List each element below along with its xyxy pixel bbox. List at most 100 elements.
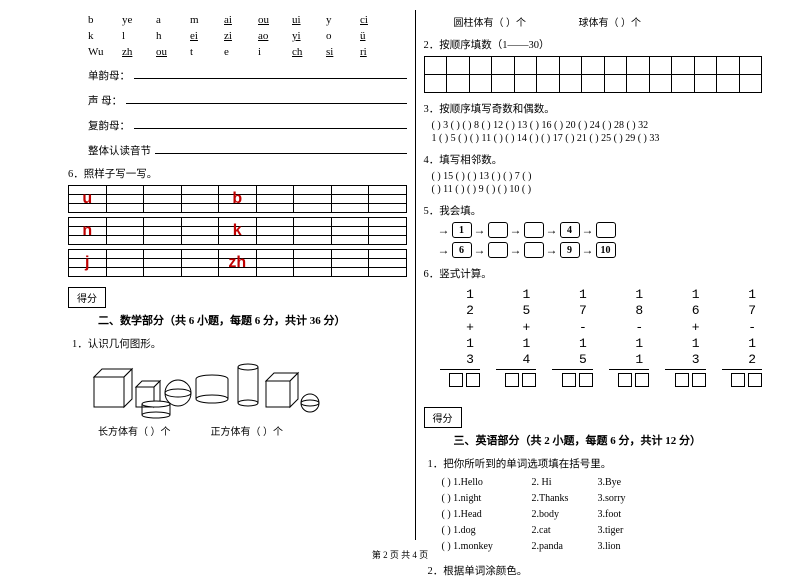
eng-row: ( ) 1.Head2.body3.foot [442, 507, 763, 523]
blank-line[interactable] [126, 93, 406, 104]
eng-opt: 3.foot [598, 507, 664, 523]
label-sphere: 球体有（ ）个 [579, 18, 642, 29]
flow-box[interactable]: 1 [452, 222, 472, 238]
calc-5: 1 6+ 1 3 [665, 287, 705, 387]
flow-box[interactable] [488, 242, 508, 258]
seq-even: 1 ( ) 5 ( ) ( ) 11 ( ) ( ) 14 ( ) ( ) 17… [432, 133, 763, 144]
fill-dan: 单韵母： [88, 68, 407, 83]
number-grid[interactable] [424, 56, 763, 93]
section-2-title: 二、数学部分（共 6 小题，每题 6 分，共计 36 分） [98, 312, 407, 328]
calc-3: 1 7- 1 5 [552, 287, 592, 387]
label-cuboid: 长方体有（ ）个 [98, 423, 171, 438]
pinyin-cell: ei [190, 30, 224, 42]
label: 复韵母： [88, 118, 130, 133]
pinyin-cell: ye [122, 14, 156, 26]
score-box[interactable]: 得分 [68, 287, 106, 308]
eng-opt: 2. Hi [532, 475, 598, 491]
arrow-icon: → [582, 223, 594, 238]
arrow-icon: → [438, 243, 450, 258]
label-cylinder: 圆柱体有（ ）个 [454, 18, 527, 29]
pinyin-cell: e [224, 46, 258, 58]
calc-4: 1 8- 1 1 [609, 287, 649, 387]
writing-grid-3[interactable]: jzh [68, 249, 407, 277]
calc-bot: + 1 3 [440, 320, 480, 371]
writing-grid-2[interactable]: nk [68, 217, 407, 245]
calc-answer[interactable] [440, 373, 480, 387]
eng-opt: 3.sorry [598, 491, 664, 507]
calc-answer[interactable] [722, 373, 762, 387]
shape-labels: 长方体有（ ）个 正方体有（ ）个 [98, 423, 407, 438]
calc-answer[interactable] [609, 373, 649, 387]
eng-opt: 3.Bye [598, 475, 664, 491]
flow-box[interactable] [524, 222, 544, 238]
calc-top: 1 5 [496, 287, 536, 320]
adjacent-2: ( ) 11 ( ) ( ) 9 ( ) ( ) 10 ( ) [432, 184, 763, 195]
pinyin-cell: zh [122, 46, 156, 58]
flow-box[interactable] [596, 222, 616, 238]
eng-opt: 2.cat [532, 523, 598, 539]
flow-2: →6 → → →9 →10 [438, 242, 763, 258]
calc-top: 1 2 [440, 287, 480, 320]
pinyin-cell: m [190, 14, 224, 26]
page-footer: 第 2 页 共 4 页 [0, 548, 800, 561]
adjacent-1: ( ) 15 ( ) ( ) 13 ( ) ( ) 7 ( ) [432, 171, 763, 182]
eng-opt: 3.tiger [598, 523, 664, 539]
eng-opt: ( ) 1.dog [442, 523, 532, 539]
arrow-icon: → [474, 243, 486, 258]
calc-bot: - 1 2 [722, 320, 762, 371]
math-q5: 5．我会填。 [424, 203, 763, 218]
calc-6: 1 7- 1 2 [722, 287, 762, 387]
calc-answer[interactable] [496, 373, 536, 387]
pinyin-cell: ao [258, 30, 292, 42]
left-column: b ye a m ai ou ui y ci k l h ei zi ao yi… [60, 10, 416, 540]
geometry-shapes [88, 357, 407, 419]
score-box[interactable]: 得分 [424, 407, 462, 428]
label: 整体认读音节 [88, 143, 151, 158]
eng-opt: 2.body [532, 507, 598, 523]
eng-opt: 2.Thanks [532, 491, 598, 507]
eng-row: ( ) 1.dog2.cat3.tiger [442, 523, 763, 539]
calc-2: 1 5+ 1 4 [496, 287, 536, 387]
shapes-svg [88, 357, 328, 419]
flow-box[interactable] [488, 222, 508, 238]
calc-answer[interactable] [552, 373, 592, 387]
flow-box[interactable]: 4 [560, 222, 580, 238]
pinyin-cell: ai [224, 14, 258, 26]
fill-sheng: 声 母： [88, 93, 407, 108]
calc-answer[interactable] [665, 373, 705, 387]
blank-line[interactable] [134, 68, 407, 79]
blank-line[interactable] [134, 118, 407, 129]
math-q1: 1．认识几何图形。 [72, 336, 407, 351]
pinyin-cell: k [88, 30, 122, 42]
math-q2: 2．按顺序填数（1——30） [424, 37, 763, 52]
pinyin-cell: ci [360, 14, 394, 26]
flow-box[interactable] [524, 242, 544, 258]
sample-k: k [219, 227, 257, 236]
count-line: 圆柱体有（ ）个 球体有（ ）个 [454, 14, 763, 29]
blank-line[interactable] [155, 143, 407, 154]
label: 声 母： [88, 93, 122, 108]
arrow-icon: → [438, 223, 450, 238]
flow-box[interactable]: 9 [560, 242, 580, 258]
pinyin-cell: l [122, 30, 156, 42]
flow-1: →1 → → →4 → [438, 222, 763, 238]
flow-box[interactable]: 6 [452, 242, 472, 258]
pinyin-cell: ou [156, 46, 190, 58]
eng-q2: 2．根据单词涂颜色。 [428, 563, 763, 578]
pinyin-cell: si [326, 46, 360, 58]
calc-bot: - 1 5 [552, 320, 592, 371]
pinyin-row-2: k l h ei zi ao yi o ü [88, 30, 407, 42]
writing-grid-1[interactable]: ub [68, 185, 407, 213]
pinyin-cell: t [190, 46, 224, 58]
eng-row: ( ) 1.Hello2. Hi3.Bye [442, 475, 763, 491]
pinyin-cell: i [258, 46, 292, 58]
flow-box[interactable]: 10 [596, 242, 616, 258]
calc-bot: + 1 3 [665, 320, 705, 371]
pinyin-block: b ye a m ai ou ui y ci k l h ei zi ao yi… [68, 14, 407, 58]
pinyin-cell: h [156, 30, 190, 42]
sample-n: n [69, 227, 107, 236]
seq-odd: ( ) 3 ( ) ( ) 8 ( ) 12 ( ) 13 ( ) 16 ( )… [432, 120, 763, 131]
arrow-icon: → [546, 243, 558, 258]
arrow-icon: → [510, 243, 522, 258]
pinyin-cell: Wu [88, 46, 122, 58]
